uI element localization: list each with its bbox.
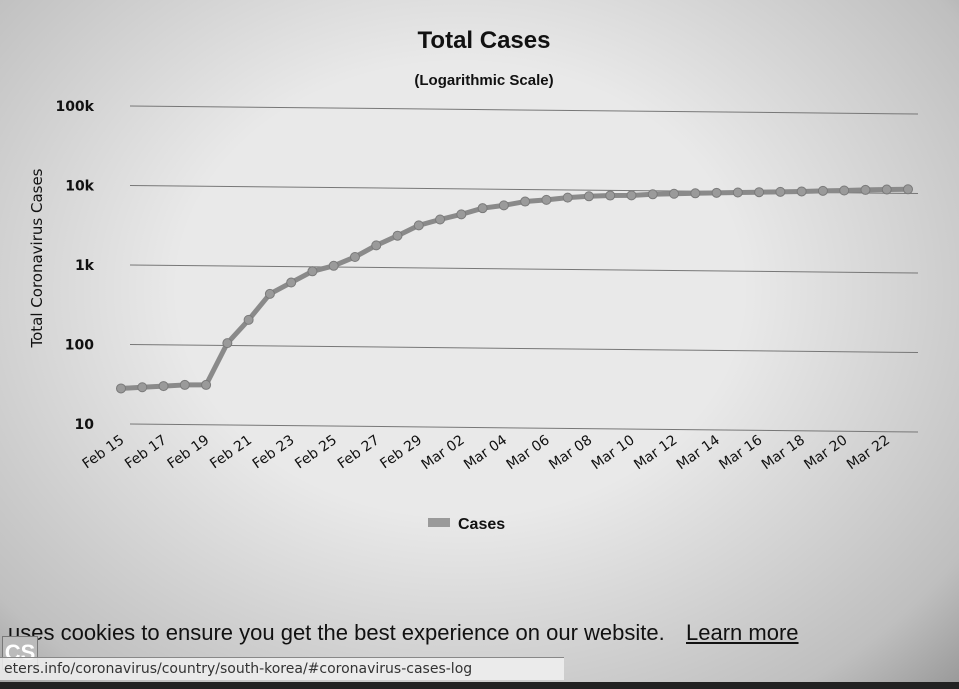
y-tick-label: 100: [65, 338, 94, 354]
y-axis-label: Total Coronavirus Cases: [28, 168, 46, 348]
data-point[interactable]: [116, 383, 126, 394]
data-point[interactable]: [435, 214, 446, 225]
x-tick-label: Feb 17: [122, 432, 170, 472]
data-point[interactable]: [732, 187, 743, 198]
legend[interactable]: Cases: [428, 516, 505, 533]
x-tick-label: Mar 18: [759, 432, 808, 473]
data-point[interactable]: [498, 200, 509, 211]
data-point[interactable]: [903, 184, 913, 195]
x-tick-label: Feb 19: [165, 432, 213, 472]
y-tick-label: 10k: [65, 179, 94, 195]
data-point[interactable]: [328, 260, 339, 271]
x-tick-label: Mar 06: [504, 432, 553, 473]
y-tick-label: 100k: [55, 99, 94, 115]
data-point[interactable]: [669, 188, 680, 199]
series-line-cases: [120, 186, 909, 391]
x-tick-label: Feb 15: [80, 432, 128, 472]
data-point[interactable]: [222, 338, 233, 349]
data-point[interactable]: [286, 277, 297, 288]
data-point[interactable]: [413, 220, 424, 231]
data-point[interactable]: [860, 184, 871, 195]
chart-subtitle: (Logarithmic Scale): [414, 72, 553, 89]
status-bar-url: eters.info/coronavirus/country/south-kor…: [0, 657, 564, 680]
gridline: [129, 105, 919, 115]
x-tick-label: Feb 23: [250, 432, 298, 472]
data-point[interactable]: [711, 187, 722, 198]
x-tick-label: Mar 22: [844, 432, 893, 473]
cookie-bar: uses cookies to ensure you get the best …: [0, 616, 959, 652]
data-point[interactable]: [775, 186, 786, 197]
x-tick-label: Mar 02: [419, 432, 468, 473]
y-tick-label: 1k: [75, 258, 95, 274]
data-point[interactable]: [307, 266, 318, 277]
gridline: [129, 264, 919, 274]
data-point[interactable]: [817, 185, 828, 196]
data-point[interactable]: [264, 288, 275, 299]
data-point[interactable]: [796, 186, 807, 197]
data-point[interactable]: [201, 379, 212, 390]
legend-label-cases: Cases: [458, 516, 505, 533]
x-tick-label: Mar 10: [589, 432, 638, 473]
data-point[interactable]: [562, 192, 573, 203]
x-tick-label: Mar 08: [546, 432, 595, 473]
y-axis-ticks: 10 100 1k 10k 100k: [55, 99, 94, 433]
data-point[interactable]: [137, 382, 148, 393]
data-point[interactable]: [541, 194, 552, 205]
cookie-message: uses cookies to ensure you get the best …: [8, 620, 665, 645]
x-tick-label: Mar 04: [461, 432, 510, 473]
x-tick-label: Feb 27: [335, 432, 383, 472]
data-point[interactable]: [754, 187, 765, 198]
gridline: [129, 423, 919, 433]
x-tick-label: Mar 16: [716, 432, 765, 473]
data-point[interactable]: [626, 190, 637, 201]
x-tick-label: Feb 25: [292, 432, 340, 472]
x-tick-label: Mar 12: [631, 432, 680, 473]
gridlines: [129, 105, 919, 433]
y-tick-label: 10: [75, 417, 95, 433]
data-point[interactable]: [690, 188, 701, 199]
gridline: [129, 344, 919, 353]
data-point[interactable]: [349, 251, 360, 262]
data-point[interactable]: [158, 381, 169, 392]
x-tick-label: Mar 14: [674, 432, 723, 473]
data-point[interactable]: [583, 191, 594, 202]
data-point[interactable]: [605, 190, 616, 201]
data-point[interactable]: [839, 185, 850, 196]
data-point[interactable]: [371, 240, 382, 251]
series-cases: [116, 184, 913, 394]
total-cases-chart: Total Cases (Logarithmic Scale) Total Co…: [28, 27, 919, 533]
x-tick-label: Feb 21: [207, 432, 255, 472]
x-tick-label: Mar 20: [801, 432, 850, 473]
learn-more-link[interactable]: Learn more: [686, 620, 799, 645]
data-point[interactable]: [881, 184, 892, 195]
data-point[interactable]: [243, 314, 254, 325]
data-point[interactable]: [179, 379, 190, 390]
data-point[interactable]: [647, 189, 658, 200]
data-point[interactable]: [520, 196, 531, 207]
x-tick-label: Feb 29: [377, 432, 425, 472]
data-point[interactable]: [392, 230, 403, 241]
legend-swatch-cases: [428, 518, 450, 527]
chart-title: Total Cases: [418, 27, 551, 54]
data-point[interactable]: [456, 209, 467, 220]
data-point[interactable]: [477, 203, 488, 214]
taskbar: [0, 682, 959, 689]
chart-container: Total Cases (Logarithmic Scale) Total Co…: [28, 27, 919, 533]
